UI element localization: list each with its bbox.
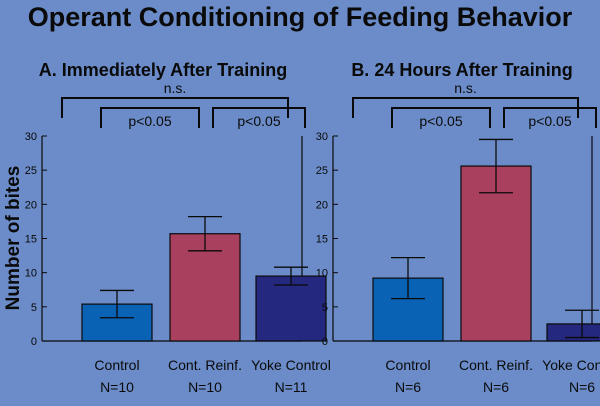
panel-a-n-label: N=10	[100, 379, 134, 395]
panel-b-significance-label: p<0.05	[419, 113, 462, 129]
panel-b-significance-label: n.s.	[454, 80, 477, 96]
panel-a-tick-label: 30	[25, 131, 37, 143]
panel-b-bar	[460, 165, 532, 342]
panel-b-category-label: Cont. Reinf.	[459, 357, 533, 373]
panel-a-tick-label: 20	[25, 199, 37, 211]
panel-a-tick-label: 0	[31, 336, 37, 348]
panel-a-tick-label: 15	[25, 234, 37, 246]
panel-a-significance-label: n.s.	[164, 80, 187, 96]
panel-a-bar	[255, 275, 327, 342]
panel-b-tick-label: 20	[316, 199, 328, 211]
panel-a-outer-bracket	[61, 97, 289, 118]
panel-b-tick-label: 10	[316, 268, 328, 280]
page-title: Operant Conditioning of Feeding Behavior	[27, 2, 573, 32]
panel-b-tick-label: 5	[322, 302, 328, 314]
panel-a-inner-bracket	[100, 107, 200, 128]
panel-a-tick-label: 5	[31, 302, 37, 314]
panel-b-category-label: Control	[385, 357, 430, 373]
panel-a-title: A. Immediately After Training	[39, 60, 287, 80]
panel-a-tick-label: 25	[25, 165, 37, 177]
panel-b-tick-label: 0	[322, 336, 328, 348]
panel-b-tick-label: 30	[316, 131, 328, 143]
panel-b-significance-label: p<0.05	[528, 113, 571, 129]
panel-a-category-label: Cont. Reinf.	[168, 357, 242, 373]
panel-b-inner-bracket	[391, 107, 491, 128]
panel-a-bar	[169, 233, 241, 342]
panel-b-outer-bracket	[352, 97, 579, 118]
panel-a-inner-bracket	[212, 107, 306, 128]
panel-b-inner-bracket	[503, 107, 597, 128]
panel-b-n-label: N=6	[395, 379, 421, 395]
panel-b-n-label: N=6	[569, 379, 595, 395]
panel-b-n-label: N=6	[483, 379, 509, 395]
panel-a-tick-label: 10	[25, 268, 37, 280]
panel-a-bar	[81, 303, 153, 342]
panel-a-category-label: Yoke Control	[251, 357, 331, 373]
panel-a-n-label: N=11	[275, 379, 308, 395]
panel-b-category-label: Yoke Control	[542, 357, 600, 373]
panel-a-category-label: Control	[94, 357, 139, 373]
panel-b-bar	[546, 323, 600, 342]
panel-b-title: B. 24 Hours After Training	[351, 60, 572, 80]
panel-a-significance-label: p<0.05	[237, 113, 280, 129]
panel-b-tick-label: 25	[316, 165, 328, 177]
panel-a-n-label: N=10	[188, 379, 222, 395]
panel-a-significance-label: p<0.05	[128, 113, 171, 129]
panel-b-tick-label: 15	[316, 234, 328, 246]
